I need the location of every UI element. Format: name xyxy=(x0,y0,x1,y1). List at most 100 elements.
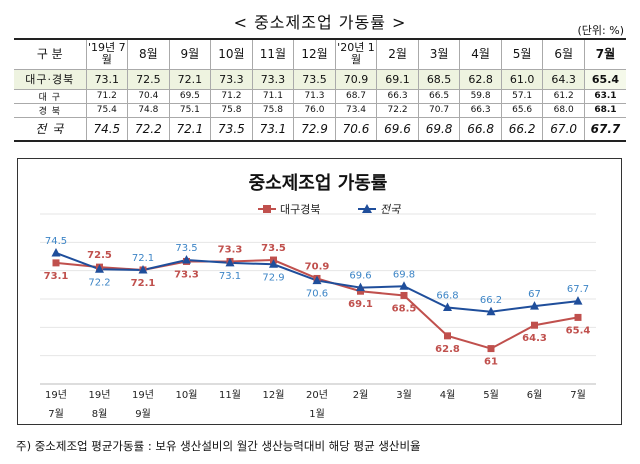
data-label: 65.4 xyxy=(566,325,591,336)
table-cell: 71.2 xyxy=(85,88,129,104)
x-tick-label: 4월 xyxy=(440,389,456,401)
legend-marker xyxy=(263,205,271,213)
table-cell: 62.8 xyxy=(459,68,502,90)
data-label: 73.1 xyxy=(219,271,241,282)
table-cell: 69.6 xyxy=(376,116,419,142)
table-header-row: 구 분 '19년 7월 8월 9월 10월 11월 12월 '20년 1월 2월 3월 4월 5월 6월… xyxy=(14,38,626,70)
x-tick-label: 7월 xyxy=(48,408,64,420)
table-cell: 72.1 xyxy=(168,68,212,90)
table-cell: 73.3 xyxy=(251,68,295,90)
table-cell: 73.4 xyxy=(334,102,378,118)
rates-table: 구 분 '19년 7월 8월 9월 10월 11월 12월 '20년 1월 2월 3월 4월 5월 6월… xyxy=(14,38,626,142)
data-point xyxy=(399,281,409,290)
data-point xyxy=(312,275,322,285)
data-point xyxy=(400,291,408,299)
data-point xyxy=(357,287,364,295)
table-cell: 72.5 xyxy=(127,68,170,90)
header-month: 10월 xyxy=(210,38,253,70)
table-cell: 67.7 xyxy=(583,116,626,142)
chart-panel: 중소제조업 가동률 대구경북 전국 73.1 74.5 72.5 72.2 72.1 72.1 7… xyxy=(17,158,622,425)
table-cell: 70.6 xyxy=(334,116,378,142)
data-point xyxy=(356,282,365,292)
table-cell: 66.3 xyxy=(376,88,419,104)
unit-label: (단위: %) xyxy=(577,24,624,37)
data-label: 73.5 xyxy=(175,243,197,254)
table-cell: 68.5 xyxy=(417,68,461,90)
x-tick-label: 3월 xyxy=(396,389,412,401)
header-month: 12월 xyxy=(293,38,336,70)
table-cell: 75.8 xyxy=(251,102,295,118)
table-cell: 71.1 xyxy=(251,88,295,104)
x-tick-label: 11월 xyxy=(219,389,241,401)
header-month: '19년 7월 xyxy=(85,38,129,70)
table-cell: 65.6 xyxy=(500,102,544,118)
data-label: 70.9 xyxy=(305,261,330,272)
table-cell: 61.2 xyxy=(542,88,585,104)
table-cell: 72.9 xyxy=(293,116,336,142)
x-tick-label: 6월 xyxy=(527,389,543,401)
table-cell: 75.8 xyxy=(210,102,253,118)
x-tick-label: 19년 xyxy=(89,389,111,401)
table-cell: 72.2 xyxy=(127,116,170,142)
data-point xyxy=(444,332,451,340)
table-cell: 75.1 xyxy=(168,102,212,118)
data-point xyxy=(486,306,496,316)
header-month: 2월 xyxy=(376,38,419,70)
data-label: 74.5 xyxy=(45,236,67,247)
table-row: 대 구 71.2 70.4 69.5 71.2 71.1 71.3 68.7 66.3 66.5 5… xyxy=(14,88,626,104)
table-cell: 66.5 xyxy=(417,88,461,104)
data-label: 72.1 xyxy=(132,253,154,264)
table-cell: 73.3 xyxy=(210,68,253,90)
data-label: 73.5 xyxy=(261,243,286,254)
table-cell: 70.4 xyxy=(127,88,170,104)
header-month: 5월 xyxy=(500,38,544,70)
footnote: 주) 중소제조업 평균가동률 : 보유 생산설비의 월간 생산능력대비 해당 평… xyxy=(16,439,421,453)
table-cell: 73.5 xyxy=(293,68,336,90)
row-label: 대 구 xyxy=(14,88,87,104)
header-month: 6월 xyxy=(542,38,585,70)
data-label: 69.6 xyxy=(349,271,371,282)
table-cell: 76.0 xyxy=(293,102,336,118)
table-cell: 72.2 xyxy=(376,102,419,118)
table-row: 전 국 74.5 72.2 72.1 73.5 73.1 72.9 70.6 69.6 69.8 6… xyxy=(14,116,626,142)
table-cell: 63.1 xyxy=(583,88,626,104)
table-cell: 71.3 xyxy=(293,88,336,104)
x-tick-label: 12월 xyxy=(263,389,285,401)
data-label: 72.5 xyxy=(87,250,112,261)
table-cell: 70.9 xyxy=(334,68,378,90)
table-cell: 57.1 xyxy=(500,88,544,104)
header-month: 9월 xyxy=(168,38,212,70)
row-label: 대구·경북 xyxy=(14,68,87,90)
data-point xyxy=(531,321,538,329)
data-label: 66.2 xyxy=(480,295,502,306)
data-point xyxy=(487,345,495,353)
data-point xyxy=(574,313,582,321)
data-point xyxy=(138,264,148,274)
table-cell: 74.8 xyxy=(127,102,170,118)
x-tick-label: 9월 xyxy=(135,408,151,420)
header-month: 8월 xyxy=(127,38,170,70)
header-month: 4월 xyxy=(459,38,502,70)
x-tick-label: 2월 xyxy=(353,389,369,401)
x-tick-label: 1월 xyxy=(309,408,325,420)
data-label: 73.1 xyxy=(44,271,69,282)
header-month: '20년 1월 xyxy=(334,38,378,70)
data-point xyxy=(225,257,235,267)
table-title: < 중소제조업 가동률 > xyxy=(233,13,407,32)
data-point xyxy=(573,296,583,305)
table-row: 대구·경북 73.1 72.5 72.1 73.3 73.3 73.5 70.9 69.1 68.… xyxy=(14,68,626,90)
table-cell: 66.3 xyxy=(459,102,502,118)
data-label: 67 xyxy=(528,289,541,300)
data-point xyxy=(51,247,61,257)
table-cell: 68.0 xyxy=(542,102,585,118)
data-point xyxy=(269,259,278,268)
table-cell: 69.5 xyxy=(168,88,212,104)
header-category: 구 분 xyxy=(14,38,87,70)
data-label: 66.8 xyxy=(436,291,458,302)
table-cell: 70.7 xyxy=(417,102,461,118)
data-label: 69.8 xyxy=(393,269,415,280)
table-cell: 73.5 xyxy=(210,116,253,142)
data-label: 64.3 xyxy=(522,333,547,344)
